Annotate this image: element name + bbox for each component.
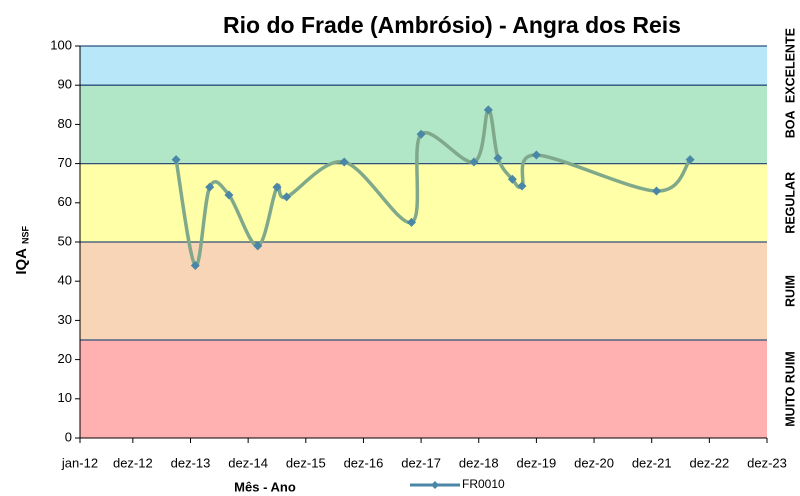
band-label: EXCELENTE bbox=[783, 28, 797, 103]
x-tick-label: dez-23 bbox=[747, 455, 787, 470]
data-point bbox=[531, 150, 541, 160]
data-point bbox=[483, 105, 493, 115]
data-point bbox=[652, 186, 662, 196]
series-line bbox=[174, 108, 692, 268]
band-label: RUIM bbox=[783, 275, 797, 307]
x-tick-label: dez-15 bbox=[286, 455, 326, 470]
band-label-group: RUIM bbox=[783, 275, 797, 307]
band bbox=[80, 85, 767, 164]
band bbox=[80, 242, 767, 340]
y-tick-label: 30 bbox=[58, 312, 72, 327]
band-label-group: REGULAR bbox=[783, 172, 797, 234]
y-tick-label: 10 bbox=[58, 390, 72, 405]
x-tick-label: dez-19 bbox=[517, 455, 557, 470]
legend-marker bbox=[431, 481, 439, 489]
band-label: BOA bbox=[783, 111, 797, 139]
band bbox=[80, 340, 767, 438]
y-tick-label: 80 bbox=[58, 116, 72, 131]
band-label: REGULAR bbox=[783, 172, 797, 234]
y-tick-label: 100 bbox=[50, 37, 72, 52]
data-point bbox=[685, 155, 695, 165]
x-tick-label: dez-22 bbox=[689, 455, 729, 470]
x-tick-label: dez-18 bbox=[459, 455, 499, 470]
x-tick-label: dez-13 bbox=[171, 455, 211, 470]
legend-label: FR0010 bbox=[462, 477, 505, 491]
band bbox=[80, 163, 767, 242]
data-point bbox=[205, 182, 215, 192]
y-axis-label-group: IQA NSF bbox=[13, 225, 30, 274]
data-point bbox=[272, 182, 282, 192]
data-point bbox=[171, 155, 181, 165]
data-point bbox=[493, 153, 503, 163]
y-axis-label-subscript: NSF bbox=[20, 225, 30, 244]
x-axis-label: Mês - Ano bbox=[234, 479, 296, 494]
data-point bbox=[224, 190, 234, 200]
chart-title: Rio do Frade (Ambrósio) - Angra dos Reis bbox=[223, 12, 681, 38]
band-label-group: EXCELENTE bbox=[783, 28, 797, 103]
data-point bbox=[282, 192, 292, 202]
y-tick-label: 70 bbox=[58, 155, 72, 170]
y-tick-label: 50 bbox=[58, 233, 72, 248]
y-tick-label: 40 bbox=[58, 273, 72, 288]
band-label: MUITO RUIM bbox=[783, 351, 797, 426]
y-tick-label: 90 bbox=[58, 77, 72, 92]
band bbox=[80, 46, 767, 86]
band-label-group: MUITO RUIM bbox=[783, 351, 797, 426]
y-axis-label: IQA bbox=[13, 248, 30, 275]
x-tick-label: dez-12 bbox=[113, 455, 153, 470]
y-tick-label: 20 bbox=[58, 351, 72, 366]
data-point bbox=[190, 261, 200, 271]
data-point bbox=[517, 181, 527, 191]
y-tick-label: 0 bbox=[65, 429, 72, 444]
data-point bbox=[406, 217, 416, 227]
data-point bbox=[253, 241, 263, 251]
x-tick-label: dez-14 bbox=[228, 455, 268, 470]
y-tick-label: 60 bbox=[58, 194, 72, 209]
data-point bbox=[507, 174, 517, 184]
data-point bbox=[416, 129, 426, 139]
x-tick-label: dez-16 bbox=[344, 455, 384, 470]
x-tick-label: dez-21 bbox=[632, 455, 672, 470]
x-tick-label: dez-20 bbox=[574, 455, 614, 470]
x-tick-label: dez-17 bbox=[401, 455, 441, 470]
data-point bbox=[469, 157, 479, 167]
band-label-group: BOA bbox=[783, 111, 797, 139]
data-point bbox=[339, 157, 349, 167]
x-tick-label: jan-12 bbox=[61, 455, 98, 470]
